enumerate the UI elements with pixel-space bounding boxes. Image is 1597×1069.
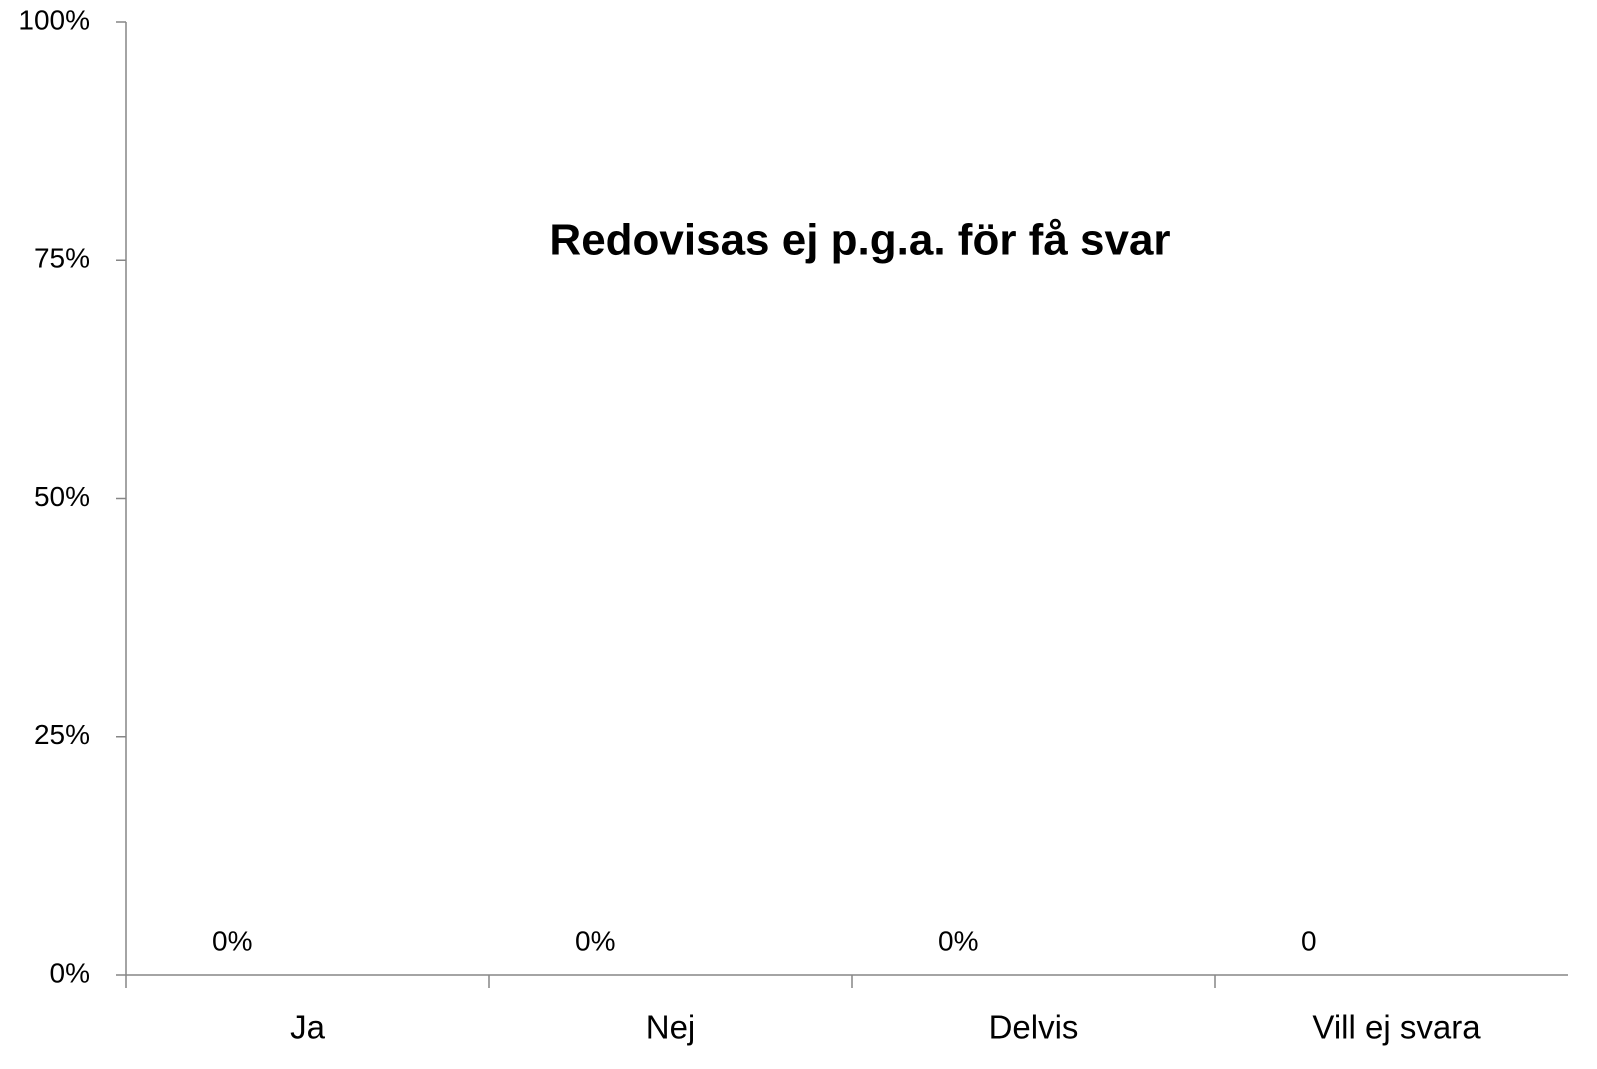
value-label: 0%: [938, 925, 978, 956]
y-tick-label: 25%: [34, 719, 90, 750]
y-tick-label: 0%: [50, 957, 90, 988]
value-label: 0%: [212, 925, 252, 956]
x-tick-label: Delvis: [989, 1009, 1079, 1046]
y-tick-label: 75%: [34, 243, 90, 274]
y-tick-label: 100%: [18, 4, 90, 35]
x-tick-label: Ja: [290, 1009, 326, 1046]
annotation: Redovisas ej p.g.a. för få svar: [549, 216, 1170, 265]
y-tick-label: 50%: [34, 481, 90, 512]
x-tick-label: Vill ej svara: [1312, 1009, 1481, 1046]
x-tick-label: Nej: [646, 1009, 696, 1046]
value-label: 0: [1301, 925, 1317, 956]
value-label: 0%: [575, 925, 615, 956]
